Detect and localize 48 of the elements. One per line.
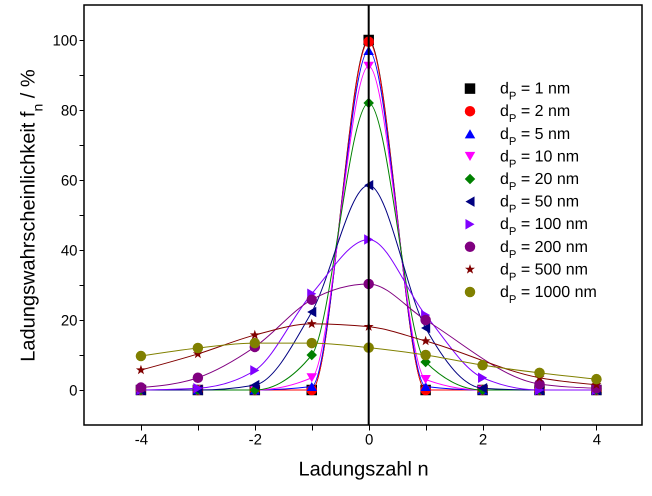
point	[250, 330, 260, 340]
point	[306, 350, 317, 360]
point	[250, 365, 260, 376]
point	[306, 294, 317, 305]
point	[307, 306, 316, 318]
point	[420, 314, 431, 326]
x-tick-label: 0	[365, 432, 374, 448]
point	[306, 373, 317, 382]
point	[421, 322, 430, 334]
legend-label: d$_{P}$ = 100 nm	[500, 216, 588, 238]
point	[420, 336, 431, 346]
legend-label: d$_{P}$ = 2 nm	[500, 103, 570, 126]
y-tick-label: 60	[60, 172, 78, 190]
point	[420, 350, 431, 360]
point	[136, 382, 146, 393]
point	[250, 380, 260, 390]
point	[420, 382, 431, 392]
y-tick-label: 80	[60, 102, 78, 120]
legend-label: d$_{P}$ = 50 nm	[500, 194, 580, 216]
legend-label: d$_{P}$ = 500 nm	[500, 261, 588, 284]
point	[192, 372, 204, 383]
legend-label: d$_{P}$ = 20 nm	[500, 171, 580, 193]
x-tick-label: 4	[592, 432, 602, 448]
y-tick-label: 40	[60, 242, 78, 260]
x-tick-label: -4	[134, 432, 148, 448]
y-tick-label: 0	[69, 382, 78, 400]
point	[192, 342, 204, 354]
legend-label: d$_{P}$ = 200 nm	[500, 238, 588, 261]
point	[478, 372, 488, 383]
point	[250, 338, 260, 348]
point	[591, 374, 602, 384]
point	[477, 360, 488, 370]
point	[136, 364, 146, 374]
legend-label: d$_{P}$ = 1 nm	[500, 80, 570, 103]
legend-label: d$_{P}$ = 10 nm	[500, 148, 580, 170]
y-tick-label: 100	[52, 32, 78, 50]
y-tick-label: 20	[60, 312, 78, 330]
legend-label: d$_{P}$ = 1000 nm	[500, 284, 597, 306]
point	[306, 382, 317, 392]
point	[136, 350, 146, 362]
point	[306, 318, 317, 328]
x-axis-title: Ladungszahl n	[298, 458, 429, 480]
point	[420, 374, 431, 384]
point	[306, 338, 317, 348]
point	[534, 368, 545, 378]
x-tick-label: -2	[248, 432, 262, 448]
x-tick-label: 2	[478, 432, 488, 448]
legend-label: d$_{P}$ = 5 nm	[500, 126, 570, 148]
